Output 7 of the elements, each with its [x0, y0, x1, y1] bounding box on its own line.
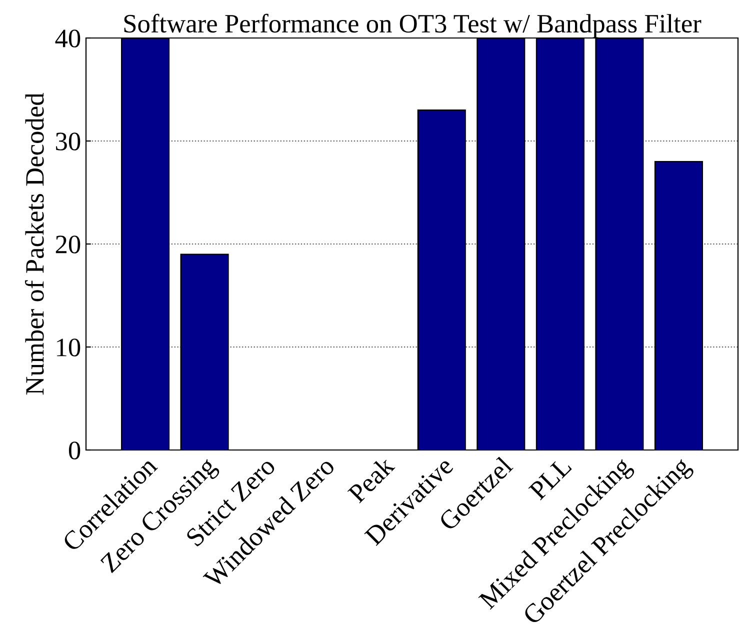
y-tick-label: 10 — [57, 338, 80, 356]
y-tick-label: 40 — [55, 30, 80, 48]
chart-title: Software Performance on OT3 Test w/ Bandpass Filter — [124, 14, 702, 38]
y-tick-label: 0 — [68, 442, 80, 460]
y-axis-title: Number of Packets Decoded — [24, 93, 44, 395]
y-tick-label: 30 — [56, 132, 80, 150]
y-tick-label: 20 — [56, 236, 80, 254]
